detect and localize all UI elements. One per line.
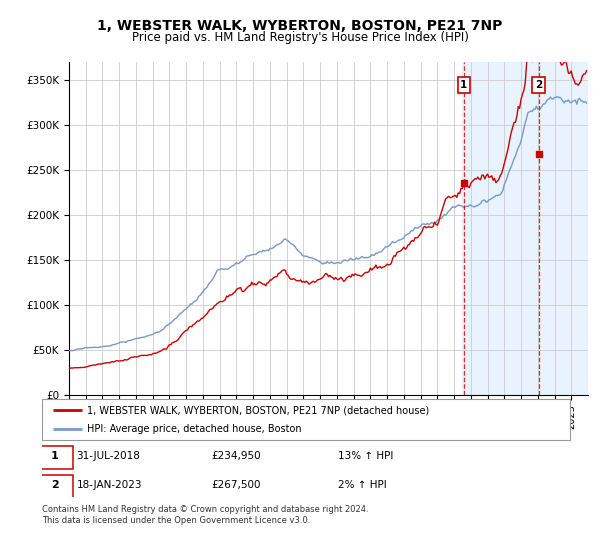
Text: 1, WEBSTER WALK, WYBERTON, BOSTON, PE21 7NP (detached house): 1, WEBSTER WALK, WYBERTON, BOSTON, PE21 … bbox=[87, 405, 429, 415]
Text: £267,500: £267,500 bbox=[211, 480, 260, 490]
Text: Contains HM Land Registry data © Crown copyright and database right 2024.
This d: Contains HM Land Registry data © Crown c… bbox=[42, 505, 368, 525]
Text: 13% ↑ HPI: 13% ↑ HPI bbox=[338, 451, 393, 461]
Text: 1: 1 bbox=[460, 80, 467, 90]
Text: 18-JAN-2023: 18-JAN-2023 bbox=[76, 480, 142, 490]
Text: Price paid vs. HM Land Registry's House Price Index (HPI): Price paid vs. HM Land Registry's House … bbox=[131, 31, 469, 44]
Text: 2: 2 bbox=[535, 80, 542, 90]
Text: 2: 2 bbox=[51, 480, 59, 490]
Text: 2% ↑ HPI: 2% ↑ HPI bbox=[338, 480, 386, 490]
Text: 1, WEBSTER WALK, WYBERTON, BOSTON, PE21 7NP: 1, WEBSTER WALK, WYBERTON, BOSTON, PE21 … bbox=[97, 19, 503, 33]
Text: £234,950: £234,950 bbox=[211, 451, 260, 461]
FancyBboxPatch shape bbox=[42, 399, 570, 440]
Bar bbox=[463, 62, 600, 395]
Text: HPI: Average price, detached house, Boston: HPI: Average price, detached house, Bost… bbox=[87, 424, 302, 433]
Text: 31-JUL-2018: 31-JUL-2018 bbox=[76, 451, 140, 461]
FancyBboxPatch shape bbox=[37, 475, 73, 498]
FancyBboxPatch shape bbox=[37, 446, 73, 469]
Text: 1: 1 bbox=[51, 451, 59, 461]
